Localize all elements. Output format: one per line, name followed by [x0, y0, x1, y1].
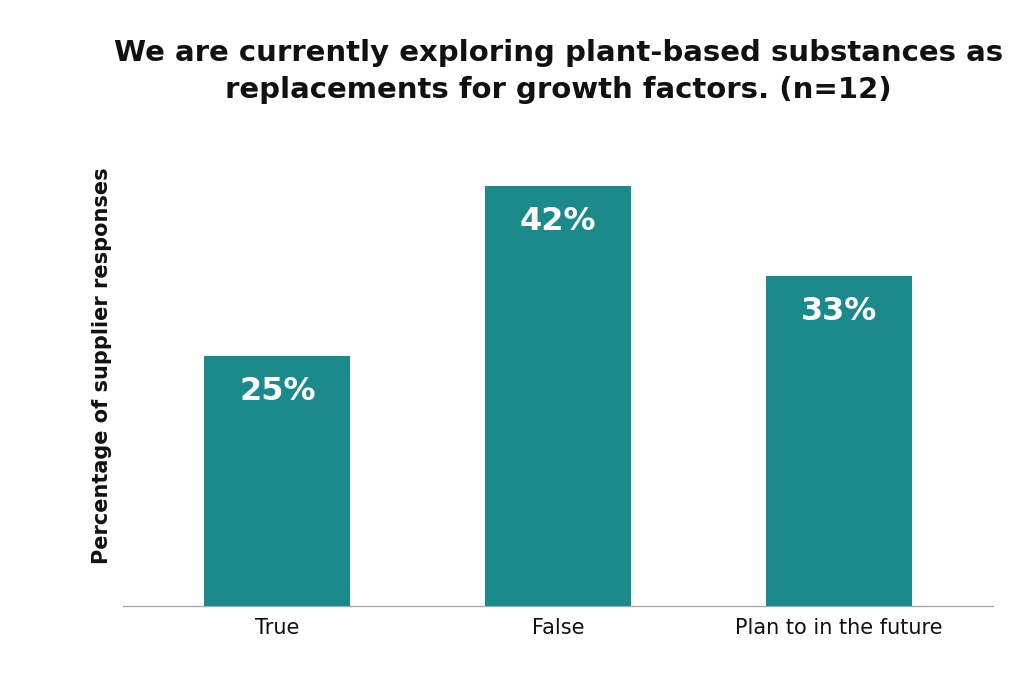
- Text: 33%: 33%: [801, 296, 877, 327]
- Bar: [205, 356, 350, 606]
- Text: 25%: 25%: [239, 376, 315, 407]
- Text: 42%: 42%: [520, 206, 596, 236]
- Bar: [766, 276, 911, 606]
- Y-axis label: Percentage of supplier responses: Percentage of supplier responses: [92, 167, 112, 565]
- Title: We are currently exploring plant-based substances as
replacements for growth fac: We are currently exploring plant-based s…: [114, 39, 1002, 104]
- Bar: [485, 185, 631, 606]
